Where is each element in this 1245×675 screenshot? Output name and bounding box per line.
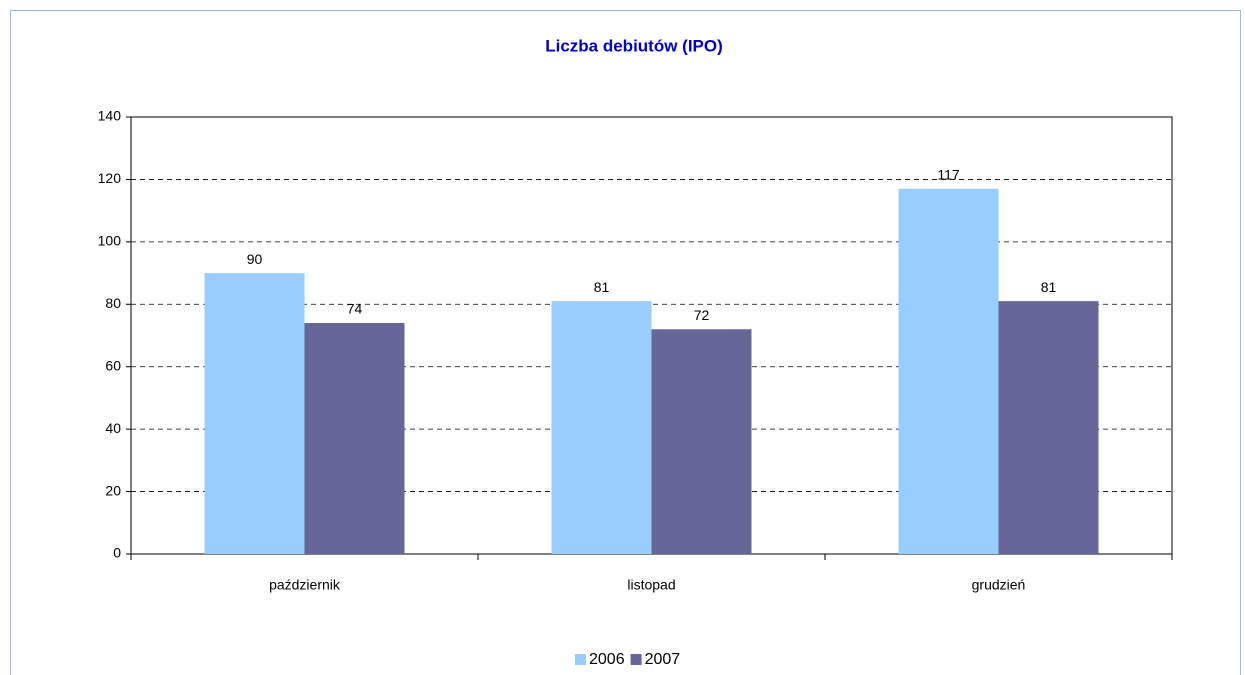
data-label: 90 — [247, 251, 263, 267]
y-tick-label: 60 — [105, 357, 121, 373]
bar — [204, 273, 305, 554]
legend-label: 2006 — [589, 651, 625, 668]
data-label: 81 — [594, 279, 610, 295]
data-label: 81 — [1041, 279, 1057, 295]
legend-swatch — [575, 654, 586, 665]
x-tick-label: grudzień — [972, 577, 1026, 593]
bar — [898, 188, 999, 555]
y-tick-label: 80 — [105, 295, 121, 311]
legend-label: 2007 — [645, 651, 681, 668]
y-tick-label: 20 — [105, 482, 121, 498]
y-tick-label: 100 — [98, 233, 122, 249]
data-label: 117 — [937, 166, 960, 182]
x-tick-label: październik — [269, 577, 341, 593]
bar — [998, 301, 1099, 554]
y-tick-label: 140 — [98, 108, 122, 124]
data-label: 72 — [694, 307, 710, 323]
chart-title: Liczba debiutów (IPO) — [545, 36, 723, 55]
bar — [551, 301, 652, 554]
y-tick-label: 120 — [98, 170, 122, 186]
bar — [304, 323, 405, 554]
y-tick-label: 40 — [105, 420, 121, 436]
data-label: 74 — [347, 301, 363, 317]
bar — [651, 329, 752, 554]
y-tick-label: 0 — [113, 545, 121, 561]
x-tick-label: listopad — [627, 577, 675, 593]
legend-swatch — [630, 654, 642, 665]
